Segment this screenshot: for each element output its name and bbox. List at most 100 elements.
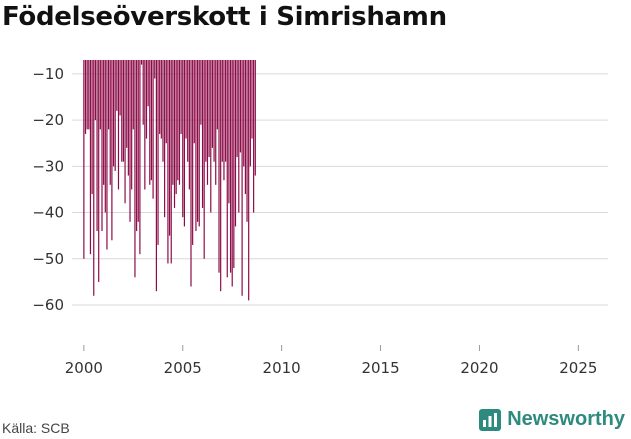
bar — [142, 60, 144, 125]
bar — [167, 60, 169, 264]
y-tick-label: −10 — [32, 65, 64, 83]
bar — [126, 60, 128, 148]
x-tick-label: 2020 — [460, 359, 498, 377]
bar — [99, 60, 101, 130]
bar — [132, 60, 134, 130]
bar — [246, 60, 248, 222]
x-tick-label: 2010 — [263, 359, 301, 377]
bar — [84, 60, 87, 134]
bar — [112, 60, 115, 167]
bar — [229, 60, 232, 273]
x-tick-label: 2000 — [65, 359, 103, 377]
bar — [129, 60, 131, 222]
bar — [183, 60, 185, 227]
bar — [103, 60, 105, 185]
bar — [91, 60, 93, 195]
bar — [213, 60, 215, 162]
bar — [201, 60, 204, 208]
bar — [203, 60, 205, 259]
bar — [244, 60, 246, 195]
bar — [193, 60, 195, 144]
bar — [154, 60, 156, 79]
bar — [88, 60, 90, 130]
bar — [83, 60, 85, 259]
bar — [251, 60, 253, 139]
bar — [187, 60, 189, 162]
bar — [254, 60, 256, 176]
bar — [127, 60, 129, 176]
bar — [147, 60, 149, 107]
bar — [149, 60, 151, 185]
brand-logo: Newsworthy — [479, 408, 625, 431]
bar — [145, 60, 148, 139]
bar — [226, 60, 228, 278]
bar — [170, 60, 172, 264]
bar — [223, 60, 225, 181]
bar — [139, 60, 141, 255]
bar — [134, 60, 136, 278]
bar — [231, 60, 233, 287]
bar — [215, 60, 217, 185]
bar — [211, 60, 214, 148]
bar — [94, 60, 96, 121]
bar — [188, 60, 190, 190]
bar — [234, 60, 237, 227]
bar — [157, 60, 159, 245]
bar — [253, 60, 255, 213]
bar — [109, 60, 111, 185]
bar — [173, 60, 176, 208]
bar — [241, 60, 243, 296]
bar — [182, 60, 184, 218]
bar — [200, 60, 202, 125]
y-tick-label: −20 — [32, 111, 64, 129]
bar — [98, 60, 100, 282]
chart-title: Födelseöverskott i Simrishamn — [2, 2, 447, 32]
bar — [122, 60, 125, 162]
bar — [144, 60, 146, 190]
bar — [221, 60, 223, 162]
bar — [89, 60, 92, 255]
bar — [180, 60, 182, 134]
bar — [249, 60, 251, 167]
bar — [111, 60, 113, 241]
bar — [239, 60, 242, 153]
bar — [131, 60, 133, 190]
bar — [114, 60, 116, 171]
bar — [164, 60, 166, 218]
bar — [218, 60, 220, 273]
bar — [197, 60, 199, 222]
bar — [86, 60, 88, 130]
bar — [140, 60, 143, 65]
bar — [185, 60, 187, 139]
bar — [124, 60, 126, 204]
bar — [208, 60, 210, 158]
x-tick-label: 2005 — [164, 359, 202, 377]
bar — [119, 60, 121, 116]
bar — [225, 60, 227, 162]
bar — [106, 60, 108, 250]
bar — [96, 60, 98, 232]
y-tick-label: −60 — [32, 296, 64, 314]
x-tick-label: 2025 — [559, 359, 597, 377]
bar — [190, 60, 192, 287]
bar — [150, 60, 153, 181]
bar — [152, 60, 154, 199]
bar — [137, 60, 139, 222]
bar — [192, 60, 194, 245]
bar — [206, 60, 209, 185]
newsworthy-logo-icon — [479, 408, 502, 431]
bar — [116, 60, 118, 111]
bar — [136, 60, 138, 232]
bar — [177, 60, 179, 181]
bar — [104, 60, 106, 213]
bar — [228, 60, 230, 204]
y-tick-label: −40 — [32, 204, 64, 222]
bar — [248, 60, 250, 301]
bar — [198, 60, 200, 227]
y-tick-label: −30 — [32, 157, 64, 175]
bar — [117, 60, 120, 190]
bar — [101, 60, 103, 232]
bar — [243, 60, 245, 167]
bar — [155, 60, 157, 292]
